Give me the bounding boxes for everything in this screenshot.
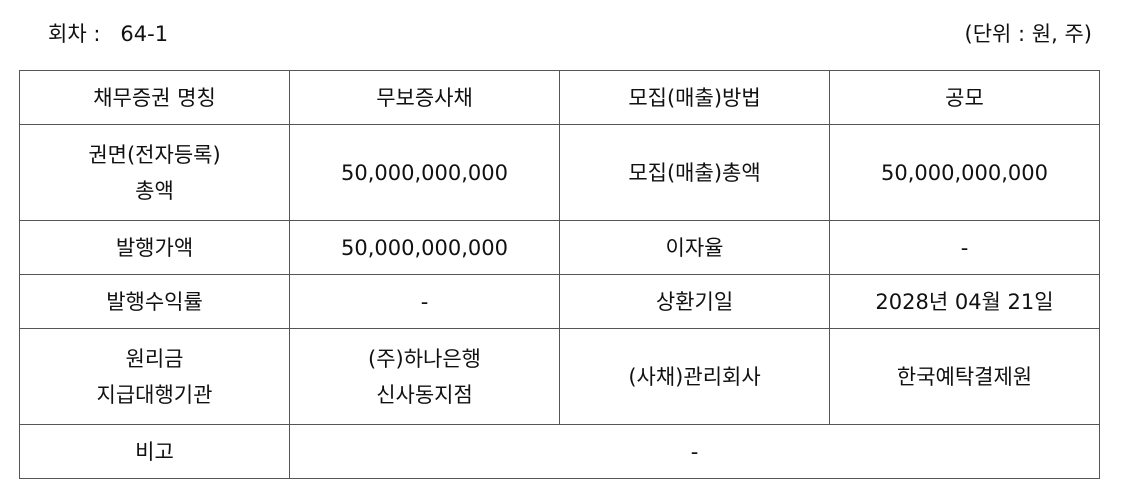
round-label: 회차 : (48, 22, 101, 46)
cell: 비고 (19, 424, 290, 479)
cell: 50,000,000,000 (289, 220, 560, 275)
cell: 한국예탁결제원 (829, 328, 1100, 425)
cell: 공모 (829, 70, 1100, 125)
cell: (사채)관리회사 (559, 328, 830, 425)
table-row: 발행수익률 - 상환기일 2028년 04월 21일 (19, 274, 1100, 329)
cell: (주)하나은행 신사동지점 (289, 328, 560, 425)
cell: 모집(매출)방법 (559, 70, 830, 125)
round-value: 64-1 (120, 22, 169, 46)
table-row: 원리금 지급대행기관 (주)하나은행 신사동지점 (사채)관리회사 한국예탁결제원 (19, 328, 1100, 425)
table-row: 발행가액 50,000,000,000 이자율 - (19, 220, 1100, 275)
table-row: 권면(전자등록) 총액 50,000,000,000 모집(매출)총액 50,000,… (19, 124, 1100, 221)
cell: 권면(전자등록) 총액 (19, 124, 290, 221)
cell: 발행수익률 (19, 274, 290, 329)
cell: - (829, 220, 1100, 275)
cell: 모집(매출)총액 (559, 124, 830, 221)
cell: 50,000,000,000 (829, 124, 1100, 221)
bond-info-table: 채무증권 명칭 무보증사채 모집(매출)방법 공모 권면(전자등록) 총액 50,000… (19, 70, 1100, 479)
table-row: 채무증권 명칭 무보증사채 모집(매출)방법 공모 (19, 70, 1100, 125)
cell: 발행가액 (19, 220, 290, 275)
cell: 50,000,000,000 (289, 124, 560, 221)
unit-label: (단위 : 원, 주) (964, 22, 1092, 46)
round-info: 회차 : 64-1 (48, 18, 168, 48)
cell: 2028년 04월 21일 (829, 274, 1100, 329)
cell: 채무증권 명칭 (19, 70, 290, 125)
cell: 상환기일 (559, 274, 830, 329)
cell: 무보증사채 (289, 70, 560, 125)
table-row: 비고 - (19, 424, 1100, 479)
cell: 이자율 (559, 220, 830, 275)
cell: - (289, 274, 560, 329)
cell: 원리금 지급대행기관 (19, 328, 290, 425)
cell: - (289, 424, 1100, 479)
